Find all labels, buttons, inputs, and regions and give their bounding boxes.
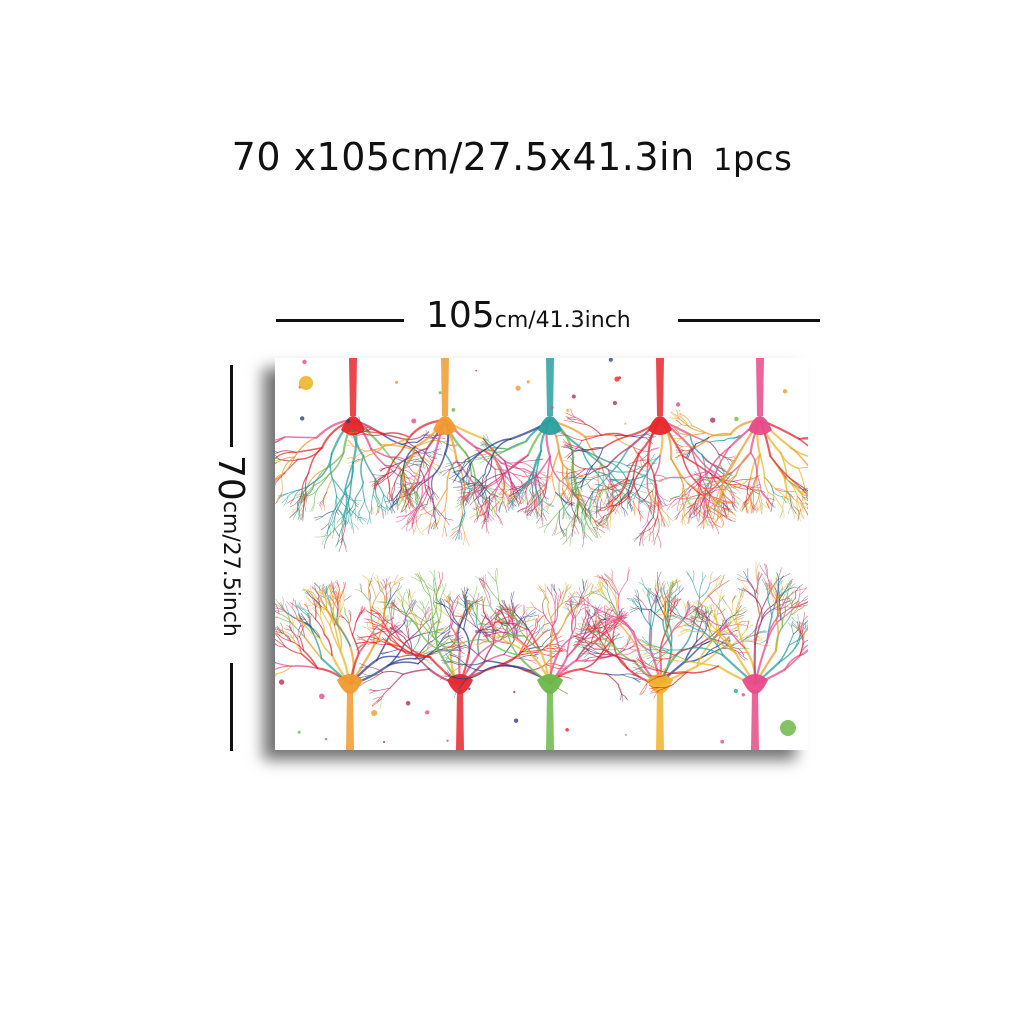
- height-number: 70: [210, 455, 251, 501]
- height-label: 70cm/27.5inch: [210, 455, 251, 637]
- size-text: 70 x105cm/27.5x41.3in: [231, 135, 695, 179]
- product-size-title: 70 x105cm/27.5x41.3in 1pcs: [0, 135, 1024, 179]
- width-dimension: 105cm/41.3inch: [276, 295, 820, 345]
- width-unit: cm/41.3inch: [494, 308, 631, 333]
- width-label: 105cm/41.3inch: [426, 295, 631, 336]
- piece-unit: pcs: [732, 139, 793, 179]
- height-line-top: [230, 365, 233, 447]
- width-line-left: [276, 319, 404, 322]
- piece-count: 1: [713, 143, 733, 178]
- height-line-bottom: [230, 663, 233, 751]
- height-unit: cm/27.5inch: [218, 500, 243, 637]
- canvas-print: [275, 358, 808, 750]
- neuron-artwork: [275, 358, 808, 750]
- width-number: 105: [426, 295, 495, 336]
- height-dimension: 70cm/27.5inch: [200, 365, 260, 751]
- width-line-right: [678, 319, 820, 322]
